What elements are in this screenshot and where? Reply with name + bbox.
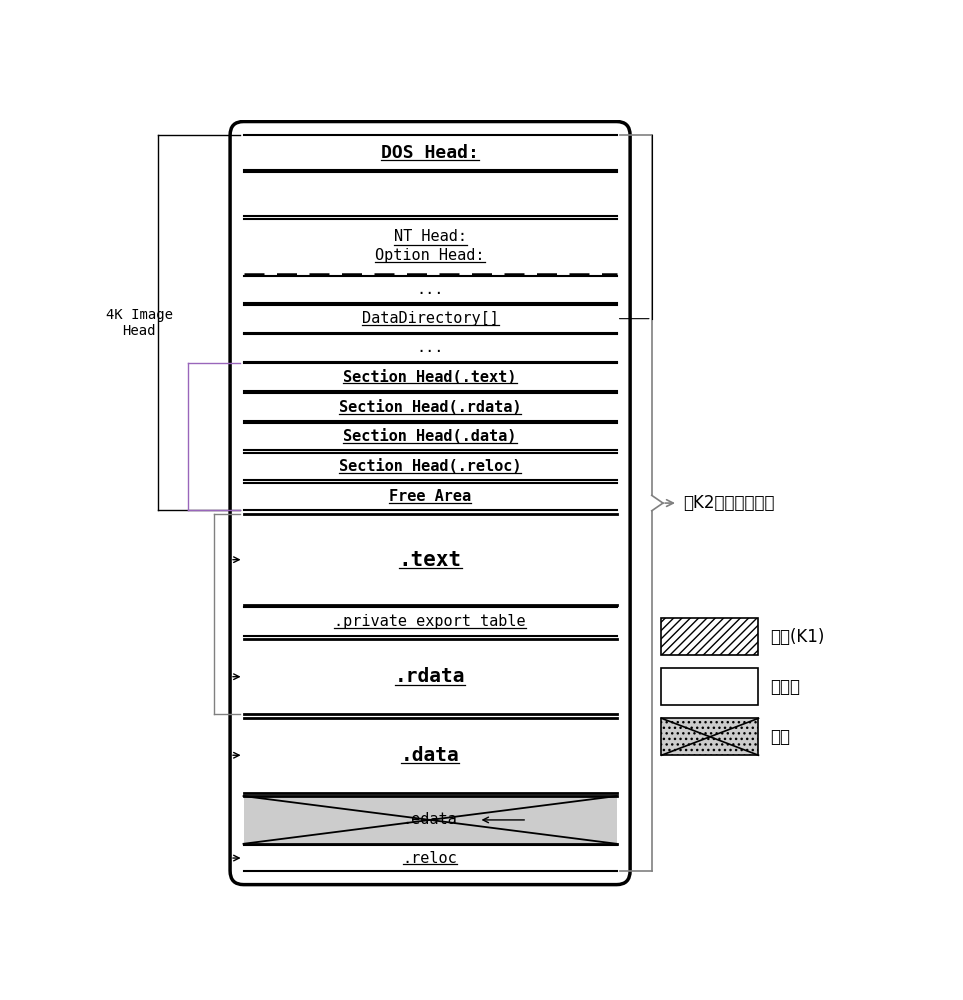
- Text: DataDirectory[]: DataDirectory[]: [362, 311, 499, 326]
- Text: 4K Image
Head: 4K Image Head: [106, 308, 172, 338]
- Text: 用K2加密整个文件: 用K2加密整个文件: [683, 494, 774, 512]
- Text: Section Head(.reloc): Section Head(.reloc): [339, 459, 521, 474]
- Text: Free Area: Free Area: [389, 489, 471, 504]
- Text: 不加密: 不加密: [769, 678, 799, 696]
- Text: DOS Head:: DOS Head:: [381, 144, 479, 162]
- Text: .reloc: .reloc: [403, 851, 457, 866]
- Bar: [244, 639, 616, 714]
- Text: 加密(K1): 加密(K1): [769, 628, 824, 646]
- Bar: [662, 668, 759, 705]
- Bar: [662, 618, 759, 655]
- Text: .private export table: .private export table: [334, 614, 526, 629]
- Text: .text: .text: [399, 550, 461, 570]
- Text: Section Head(.rdata): Section Head(.rdata): [339, 400, 521, 415]
- Text: ...: ...: [416, 282, 444, 297]
- FancyBboxPatch shape: [230, 122, 630, 885]
- Text: .data: .data: [401, 746, 459, 765]
- Text: .rdata: .rdata: [395, 667, 465, 686]
- Text: ...: ...: [416, 340, 444, 355]
- Text: Section Head(.data): Section Head(.data): [344, 429, 517, 444]
- Text: NT Head:
Option Head:: NT Head: Option Head:: [376, 229, 484, 263]
- Bar: [244, 514, 616, 605]
- Bar: [244, 718, 616, 793]
- Bar: [244, 796, 616, 844]
- Bar: [662, 718, 759, 755]
- Text: .edata: .edata: [403, 812, 457, 827]
- Text: 清除: 清除: [769, 728, 790, 746]
- Text: Section Head(.text): Section Head(.text): [344, 370, 517, 385]
